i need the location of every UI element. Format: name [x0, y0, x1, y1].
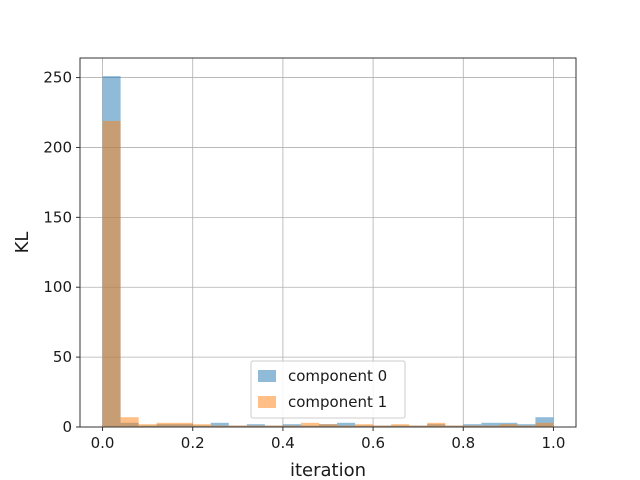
x-tick-label: 0.2	[181, 434, 205, 452]
histogram-bar-component-0	[210, 422, 229, 427]
legend-swatch-component-1	[258, 396, 276, 408]
histogram-bar-component-1	[120, 417, 139, 427]
histogram-bar-component-1	[463, 425, 482, 427]
histogram-bar-component-1	[409, 425, 428, 427]
histogram-bar-component-1	[517, 425, 536, 427]
histogram-bar-component-1	[481, 425, 500, 427]
histogram-bar-component-1	[427, 422, 446, 427]
histogram-bar-component-1	[373, 425, 392, 427]
axis-ticks: 0.0 0.2 0.4 0.6 0.8 1.0 0 50 100 150 200 250	[43, 69, 565, 452]
histogram-bar-component-1	[391, 424, 410, 427]
x-axis-label: iteration	[290, 460, 366, 480]
x-tick-label: 0.0	[91, 434, 115, 452]
legend: component 0 component 1	[250, 360, 406, 419]
histogram-bar-component-1	[282, 425, 301, 427]
histogram-bar-component-1	[228, 425, 247, 427]
histogram-bar-component-1	[445, 425, 464, 427]
histogram-bar-component-1	[499, 424, 518, 427]
x-tick-label: 1.0	[542, 434, 566, 452]
histogram-bar-component-1	[337, 425, 356, 427]
legend-box	[250, 360, 406, 419]
histogram-bar-component-1	[535, 422, 554, 427]
histogram-bar-component-0	[337, 422, 356, 427]
histogram-bar-component-1	[246, 425, 265, 427]
y-tick-label: 50	[53, 348, 72, 366]
histogram-bar-component-1	[192, 424, 211, 427]
plot-frame	[79, 57, 577, 428]
histogram-bar-component-1	[264, 425, 283, 427]
histogram-bar-component-1	[318, 424, 338, 427]
histogram-bar-component-1	[300, 422, 319, 427]
histogram-bar-component-1	[174, 422, 193, 427]
y-axis-label: KL	[12, 232, 33, 254]
x-tick-label: 0.8	[451, 434, 475, 452]
histogram-bar-component-1	[102, 120, 121, 427]
x-tick-label: 0.6	[361, 434, 385, 452]
histogram-bar-component-0	[481, 422, 500, 427]
histogram-bar-component-0	[535, 417, 554, 427]
histogram-bar-component-1	[210, 425, 229, 427]
histogram-bar-component-1	[355, 424, 374, 427]
grid-lines	[80, 58, 576, 428]
histogram-bar-component-1	[138, 424, 157, 427]
legend-label-component-1: component 1	[288, 393, 387, 411]
legend-swatch-component-0	[258, 370, 276, 382]
histogram-bar-component-1	[156, 422, 175, 427]
histogram-bars	[102, 76, 554, 427]
y-tick-label: 150	[43, 208, 72, 226]
y-tick-label: 0	[62, 418, 72, 436]
legend-label-component-0: component 0	[288, 367, 387, 385]
x-tick-label: 0.4	[271, 434, 295, 452]
y-tick-label: 100	[43, 278, 72, 296]
y-tick-label: 200	[43, 138, 72, 156]
y-tick-label: 250	[43, 69, 72, 87]
